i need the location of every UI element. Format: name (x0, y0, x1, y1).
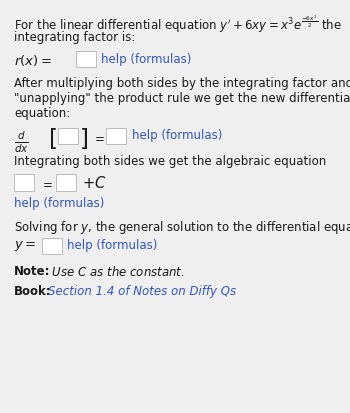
Text: Integrating both sides we get the algebraic equation: Integrating both sides we get the algebr… (14, 154, 326, 168)
Text: Note:: Note: (14, 264, 50, 277)
Text: Book:: Book: (14, 284, 52, 297)
FancyBboxPatch shape (106, 129, 126, 145)
Text: Section 1.4 of Notes on Diffy Qs: Section 1.4 of Notes on Diffy Qs (48, 284, 236, 297)
Text: help (formulas): help (formulas) (132, 129, 222, 142)
Text: "unapplying" the product rule we get the new differential: "unapplying" the product rule we get the… (14, 92, 350, 105)
FancyBboxPatch shape (56, 175, 76, 192)
FancyBboxPatch shape (58, 129, 78, 145)
Text: $\frac{d}{dx}$: $\frac{d}{dx}$ (14, 130, 29, 155)
FancyBboxPatch shape (76, 52, 96, 68)
Text: equation:: equation: (14, 107, 70, 120)
Text: $=$: $=$ (92, 131, 105, 144)
Text: help (formulas): help (formulas) (101, 53, 191, 66)
Text: $y = $: $y = $ (14, 238, 36, 252)
Text: $[$: $[$ (48, 126, 57, 151)
Text: Use $C$ as the constant.: Use $C$ as the constant. (48, 264, 185, 278)
Text: For the linear differential equation $y' + 6xy = x^3e^{\frac{-6x^2}{2}}$ the: For the linear differential equation $y'… (14, 14, 342, 35)
Text: integrating factor is:: integrating factor is: (14, 31, 135, 44)
Text: $]$: $]$ (79, 126, 88, 151)
FancyBboxPatch shape (42, 238, 62, 254)
Text: $=$: $=$ (40, 177, 53, 190)
Text: help (formulas): help (formulas) (67, 238, 158, 252)
Text: $+ C$: $+ C$ (82, 175, 106, 190)
Text: $r(x) = $: $r(x) = $ (14, 53, 52, 68)
FancyBboxPatch shape (14, 175, 34, 192)
Text: Solving for $y$, the general solution to the differential equation is: Solving for $y$, the general solution to… (14, 218, 350, 235)
Text: After multiplying both sides by the integrating factor and: After multiplying both sides by the inte… (14, 77, 350, 90)
Text: help (formulas): help (formulas) (14, 197, 104, 209)
